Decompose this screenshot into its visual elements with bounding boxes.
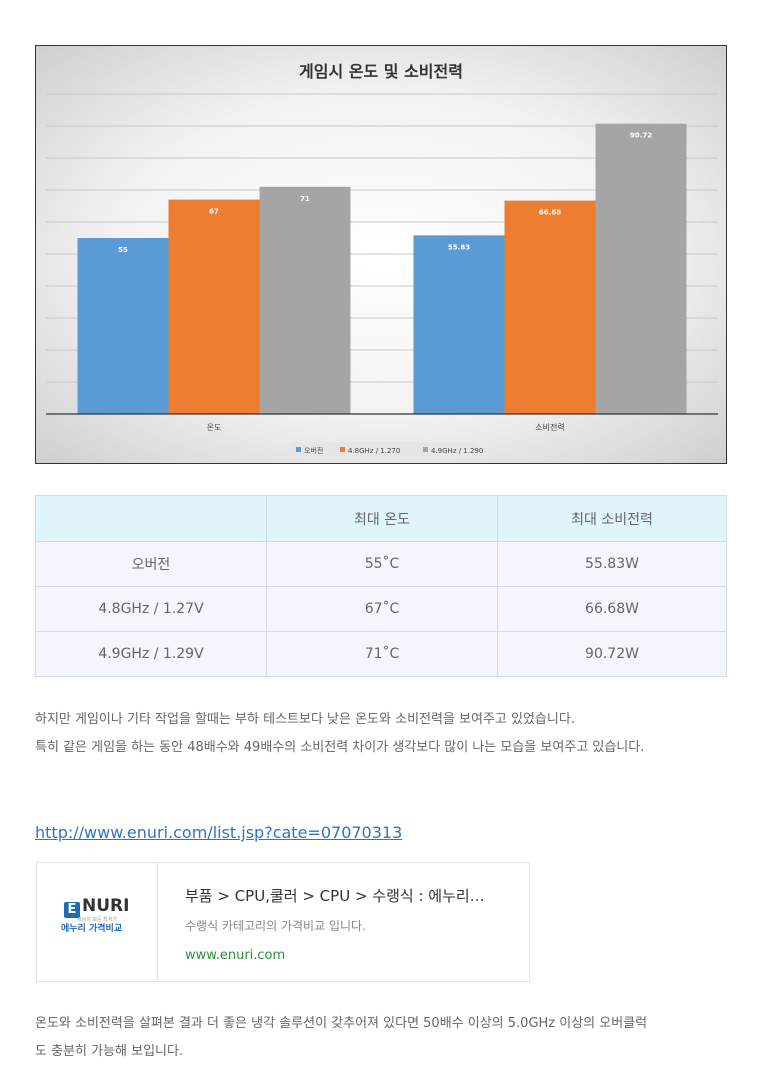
logo-text: NURI: [82, 896, 130, 916]
body-paragraph: 온도와 소비전력을 살펴본 결과 더 좋은 냉각 솔루션이 갖추어져 있다면 5…: [35, 1010, 647, 1066]
card-title[interactable]: 부품 > CPU,쿨러 > CPU > 수랭식 : 에누리…: [185, 887, 485, 905]
table-cell: 55.83W: [497, 541, 727, 587]
table-row: 4.8GHz / 1.27V 67˚C 66.68W: [35, 586, 727, 632]
data-label: 55.83: [448, 243, 470, 251]
table-header-cell: [35, 495, 267, 542]
table-header-cell: 최대 소비전력: [497, 495, 727, 542]
legend-swatch: [340, 447, 345, 452]
logo-wordmark: E NURI: [64, 896, 129, 918]
chart-container: 게임시 온도 및 소비전력 55 67 71 온도 55.83 66.68 90.72 소비전…: [35, 45, 727, 464]
category-label: 온도: [207, 423, 222, 432]
table-cell: 55˚C: [266, 541, 498, 587]
table-header-row: 최대 온도 최대 소비전력: [35, 495, 727, 542]
data-label: 90.72: [630, 132, 652, 140]
paragraph-line: 하지만 게임이나 기타 작업을 할때는 부하 테스트보다 낮은 온도와 소비전력…: [35, 712, 575, 727]
bar: [168, 199, 260, 414]
data-label: 67: [209, 208, 219, 216]
card-url[interactable]: www.enuri.com: [185, 948, 286, 963]
legend-swatch: [423, 447, 428, 452]
table-row: 4.9GHz / 1.29V 71˚C 90.72W: [35, 631, 727, 677]
table-cell: 4.9GHz / 1.29V: [35, 631, 267, 677]
category-label: 소비전력: [535, 422, 564, 432]
chart-legend: 오버전 4.8GHz / 1.270 4.9GHz / 1.290: [290, 442, 483, 458]
data-label: 71: [300, 195, 310, 203]
data-label: 66.68: [539, 209, 561, 217]
data-label: 55: [118, 246, 128, 254]
legend-background: [290, 442, 476, 458]
body-paragraph: 하지만 게임이나 기타 작업을 할때는 부하 테스트보다 낮은 온도와 소비전력…: [35, 706, 644, 762]
card-description: 수랭식 카테고리의 가격비교 입니다.: [185, 919, 366, 933]
bar: [504, 200, 596, 414]
bar: [413, 235, 505, 414]
legend-label: 오버전: [304, 446, 323, 455]
legend-label: 4.8GHz / 1.270: [348, 447, 400, 455]
paragraph-line: 특히 같은 게임을 하는 동안 48배수와 49배수의 소비전력 차이가 생각보…: [35, 740, 645, 755]
table-cell: 4.8GHz / 1.27V: [35, 586, 267, 632]
logo-subtitle: 에누리 가격비교: [61, 924, 123, 934]
paragraph-line: 도 충분히 가능해 보입니다.: [35, 1044, 184, 1059]
table-cell: 67˚C: [266, 586, 498, 632]
bar: [259, 186, 351, 414]
logo-tagline: 세상의 모든 최저가: [77, 917, 117, 923]
bar: [595, 123, 687, 415]
paragraph-line: 온도와 소비전력을 살펴본 결과 더 좋은 냉각 솔루션이 갖추어져 있다면 5…: [35, 1016, 648, 1031]
enuri-link[interactable]: http://www.enuri.com/list.jsp?cate=07070…: [35, 823, 403, 842]
link-preview-card[interactable]: E NURI 세상의 모든 최저가 에누리 가격비교 부품 > CPU,쿨러 > …: [36, 862, 530, 982]
table-cell: 90.72W: [497, 631, 727, 677]
legend-label: 4.9GHz / 1.290: [431, 447, 483, 455]
enuri-logo: E NURI 세상의 모든 최저가 에누리 가격비교: [37, 863, 158, 981]
table-cell: 오버전: [35, 541, 267, 587]
bar: [77, 238, 169, 414]
table-row: 오버전 55˚C 55.83W: [35, 541, 727, 587]
logo-e-mark: E: [64, 902, 80, 918]
table-cell: 71˚C: [266, 631, 498, 677]
spec-table: 최대 온도 최대 소비전력 오버전 55˚C 55.83W 4.8GHz / 1…: [35, 495, 727, 677]
chart-title: 게임시 온도 및 소비전력: [299, 62, 463, 81]
bar-chart: 게임시 온도 및 소비전력 55 67 71 온도 55.83 66.68 90.72 소비전…: [46, 62, 718, 458]
table-header-cell: 최대 온도: [266, 495, 498, 542]
legend-swatch: [296, 447, 301, 452]
table-cell: 66.68W: [497, 586, 727, 632]
